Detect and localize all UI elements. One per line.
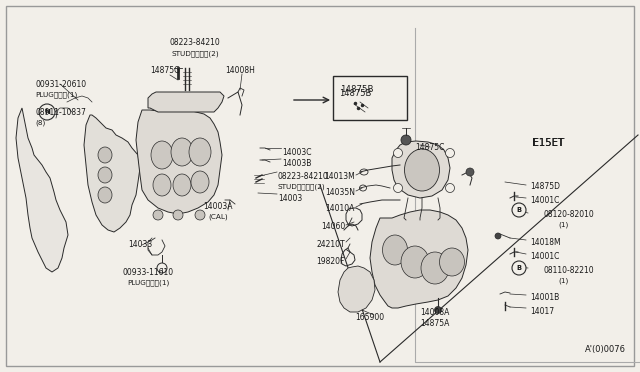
Circle shape: [495, 233, 501, 239]
Ellipse shape: [98, 167, 112, 183]
Text: B: B: [516, 265, 522, 271]
Polygon shape: [84, 115, 140, 232]
Circle shape: [39, 104, 55, 120]
Ellipse shape: [173, 174, 191, 196]
Text: 00931-20610: 00931-20610: [35, 80, 86, 89]
Text: 14875C: 14875C: [415, 143, 445, 152]
Text: 14010A: 14010A: [326, 204, 355, 213]
Text: 19820F: 19820F: [317, 257, 345, 266]
Text: 14033: 14033: [128, 240, 152, 249]
Text: 14008A: 14008A: [420, 308, 450, 317]
Text: 14001C: 14001C: [530, 252, 559, 261]
Text: 14875G: 14875G: [150, 66, 180, 75]
Circle shape: [466, 168, 474, 176]
Ellipse shape: [173, 210, 183, 220]
Text: 08223-84210: 08223-84210: [170, 38, 220, 47]
Text: (1): (1): [558, 221, 568, 228]
Text: 14875B: 14875B: [339, 89, 371, 98]
Text: E15ET: E15ET: [532, 138, 564, 148]
Text: 14017: 14017: [530, 307, 554, 316]
Text: 08120-82010: 08120-82010: [544, 210, 595, 219]
Text: N: N: [44, 109, 50, 115]
Text: 14035N: 14035N: [325, 188, 355, 197]
Text: A'(0)0076: A'(0)0076: [585, 345, 626, 354]
Text: 00933-11610: 00933-11610: [122, 268, 173, 277]
Text: 14875D: 14875D: [530, 182, 560, 191]
Ellipse shape: [98, 147, 112, 163]
Text: 165900: 165900: [355, 313, 385, 322]
Polygon shape: [16, 108, 68, 272]
Circle shape: [445, 183, 454, 192]
Text: B: B: [516, 207, 522, 213]
Text: (8): (8): [35, 119, 45, 125]
Text: STUDスタッド(2): STUDスタッド(2): [278, 183, 326, 190]
Ellipse shape: [401, 246, 429, 278]
Polygon shape: [148, 92, 224, 112]
Polygon shape: [370, 210, 468, 308]
Circle shape: [394, 148, 403, 157]
Circle shape: [401, 135, 411, 145]
Text: 14060: 14060: [321, 222, 345, 231]
Text: (1): (1): [558, 277, 568, 283]
Polygon shape: [392, 141, 450, 198]
Ellipse shape: [404, 149, 440, 191]
Text: 14875B: 14875B: [340, 84, 374, 93]
Text: 24210T: 24210T: [316, 240, 345, 249]
Ellipse shape: [98, 187, 112, 203]
Ellipse shape: [421, 252, 449, 284]
Text: E15ET: E15ET: [532, 138, 563, 148]
Text: (CAL): (CAL): [208, 213, 228, 219]
Bar: [333, 76, 407, 120]
Text: 08110-82210: 08110-82210: [544, 266, 595, 275]
Text: 14003A: 14003A: [204, 202, 233, 211]
Text: 14003: 14003: [278, 194, 302, 203]
Polygon shape: [338, 266, 375, 312]
Text: 14008H: 14008H: [225, 66, 255, 75]
Circle shape: [445, 148, 454, 157]
Circle shape: [394, 183, 403, 192]
Ellipse shape: [151, 141, 173, 169]
Ellipse shape: [383, 235, 408, 265]
Ellipse shape: [153, 210, 163, 220]
Text: STUDスタッド(2): STUDスタッド(2): [171, 50, 219, 57]
Text: 14018M: 14018M: [530, 238, 561, 247]
Text: 14001C: 14001C: [530, 196, 559, 205]
Ellipse shape: [195, 210, 205, 220]
Polygon shape: [136, 109, 222, 214]
Text: 14003C: 14003C: [282, 148, 312, 157]
Text: PLUGプラグ(1): PLUGプラグ(1): [127, 279, 169, 286]
Text: PLUGプラグ(1): PLUGプラグ(1): [35, 91, 77, 97]
Circle shape: [157, 263, 167, 273]
Ellipse shape: [440, 248, 465, 276]
Circle shape: [435, 307, 442, 314]
Text: 14001B: 14001B: [530, 293, 559, 302]
Text: 14875A: 14875A: [420, 319, 450, 328]
Circle shape: [512, 203, 526, 217]
Ellipse shape: [171, 138, 193, 166]
Ellipse shape: [153, 174, 171, 196]
Text: 08911-10837: 08911-10837: [35, 108, 86, 117]
Ellipse shape: [191, 171, 209, 193]
Text: 14003B: 14003B: [282, 159, 312, 168]
Ellipse shape: [189, 138, 211, 166]
Text: 14013M: 14013M: [324, 172, 355, 181]
Circle shape: [512, 261, 526, 275]
Text: 08223-84210: 08223-84210: [278, 172, 329, 181]
